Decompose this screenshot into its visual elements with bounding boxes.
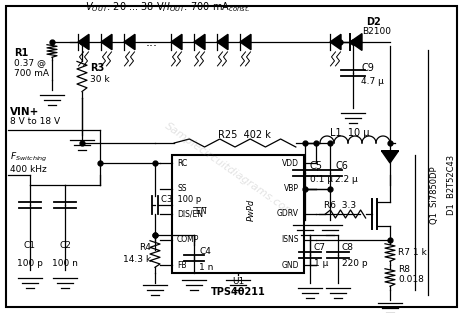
Text: ISNS: ISNS (282, 235, 299, 244)
Text: 100 n: 100 n (52, 259, 78, 268)
Polygon shape (124, 34, 135, 50)
Text: C5: C5 (310, 161, 323, 171)
Text: VDD: VDD (282, 158, 299, 167)
Text: R1: R1 (14, 48, 28, 58)
Text: ...: ... (146, 35, 158, 49)
Text: R8: R8 (398, 265, 410, 275)
Text: 30 k: 30 k (90, 75, 110, 85)
Text: FB: FB (177, 260, 187, 269)
Text: 400 kHz: 400 kHz (10, 166, 47, 175)
Text: B2100: B2100 (362, 28, 391, 37)
Text: R4: R4 (139, 244, 151, 253)
Polygon shape (240, 34, 251, 50)
Text: U1: U1 (232, 278, 244, 286)
Polygon shape (101, 34, 112, 50)
Text: C8: C8 (342, 244, 354, 253)
Text: 1 µ: 1 µ (314, 259, 328, 269)
Text: Q1  Si7850DP: Q1 Si7850DP (431, 166, 439, 224)
Text: ̅E̅N̅: ̅E̅N̅ (197, 207, 207, 215)
Polygon shape (330, 34, 341, 50)
Polygon shape (350, 33, 362, 50)
Text: 700 mA: 700 mA (14, 69, 49, 78)
Text: GDRV: GDRV (277, 209, 299, 218)
Text: C2: C2 (59, 240, 71, 249)
Text: 0.37 @: 0.37 @ (14, 59, 46, 68)
Text: VBP: VBP (284, 184, 299, 193)
Text: 220 p: 220 p (342, 259, 368, 269)
Text: 14.3 k: 14.3 k (123, 255, 151, 264)
Text: L1  10 µ: L1 10 µ (330, 128, 369, 138)
Text: TPS40211: TPS40211 (211, 287, 265, 297)
Text: Samplecircuitdiagrams.com: Samplecircuitdiagrams.com (163, 121, 297, 219)
Text: 2.2 µ: 2.2 µ (335, 176, 358, 184)
Text: 100 p: 100 p (17, 259, 43, 268)
Text: COMP: COMP (177, 235, 200, 244)
Text: R25  402 k: R25 402 k (218, 130, 271, 140)
Text: GND: GND (282, 260, 299, 269)
Text: VIN+: VIN+ (10, 107, 39, 117)
Text: DIS/EN: DIS/EN (177, 209, 203, 218)
Text: 1 n: 1 n (199, 264, 213, 273)
Text: 0.018: 0.018 (398, 275, 424, 285)
Text: R3: R3 (90, 63, 104, 73)
Polygon shape (382, 151, 398, 163)
Text: PwPd: PwPd (247, 199, 256, 221)
Text: 4.7 µ: 4.7 µ (361, 78, 384, 86)
Text: C1: C1 (24, 240, 36, 249)
Text: C9: C9 (361, 63, 374, 73)
Polygon shape (194, 34, 205, 50)
Text: $F_{Switching}$: $F_{Switching}$ (10, 151, 48, 164)
Text: C6: C6 (335, 161, 348, 171)
Text: SS: SS (177, 184, 187, 193)
Bar (172, 155, 304, 273)
Text: $V_{OUT}$: 20 ... 38 V/$I_{OUT}$: 700 mA$_{const.}$: $V_{OUT}$: 20 ... 38 V/$I_{OUT}$: 700 mA… (85, 0, 250, 14)
Text: C3  100 p: C3 100 p (161, 196, 201, 204)
Text: C4: C4 (199, 248, 211, 256)
Text: R6  3.3: R6 3.3 (324, 202, 356, 211)
Polygon shape (78, 34, 89, 50)
Text: 8 V to 18 V: 8 V to 18 V (10, 117, 60, 126)
Text: R7 1 k: R7 1 k (398, 248, 427, 257)
Polygon shape (171, 34, 182, 50)
Text: C7: C7 (314, 244, 326, 253)
Text: 0.1 µ: 0.1 µ (310, 176, 333, 184)
Text: D1  B2T52C43: D1 B2T52C43 (448, 155, 457, 215)
Polygon shape (217, 34, 228, 50)
Text: RC: RC (177, 158, 187, 167)
Text: D2: D2 (366, 17, 381, 27)
